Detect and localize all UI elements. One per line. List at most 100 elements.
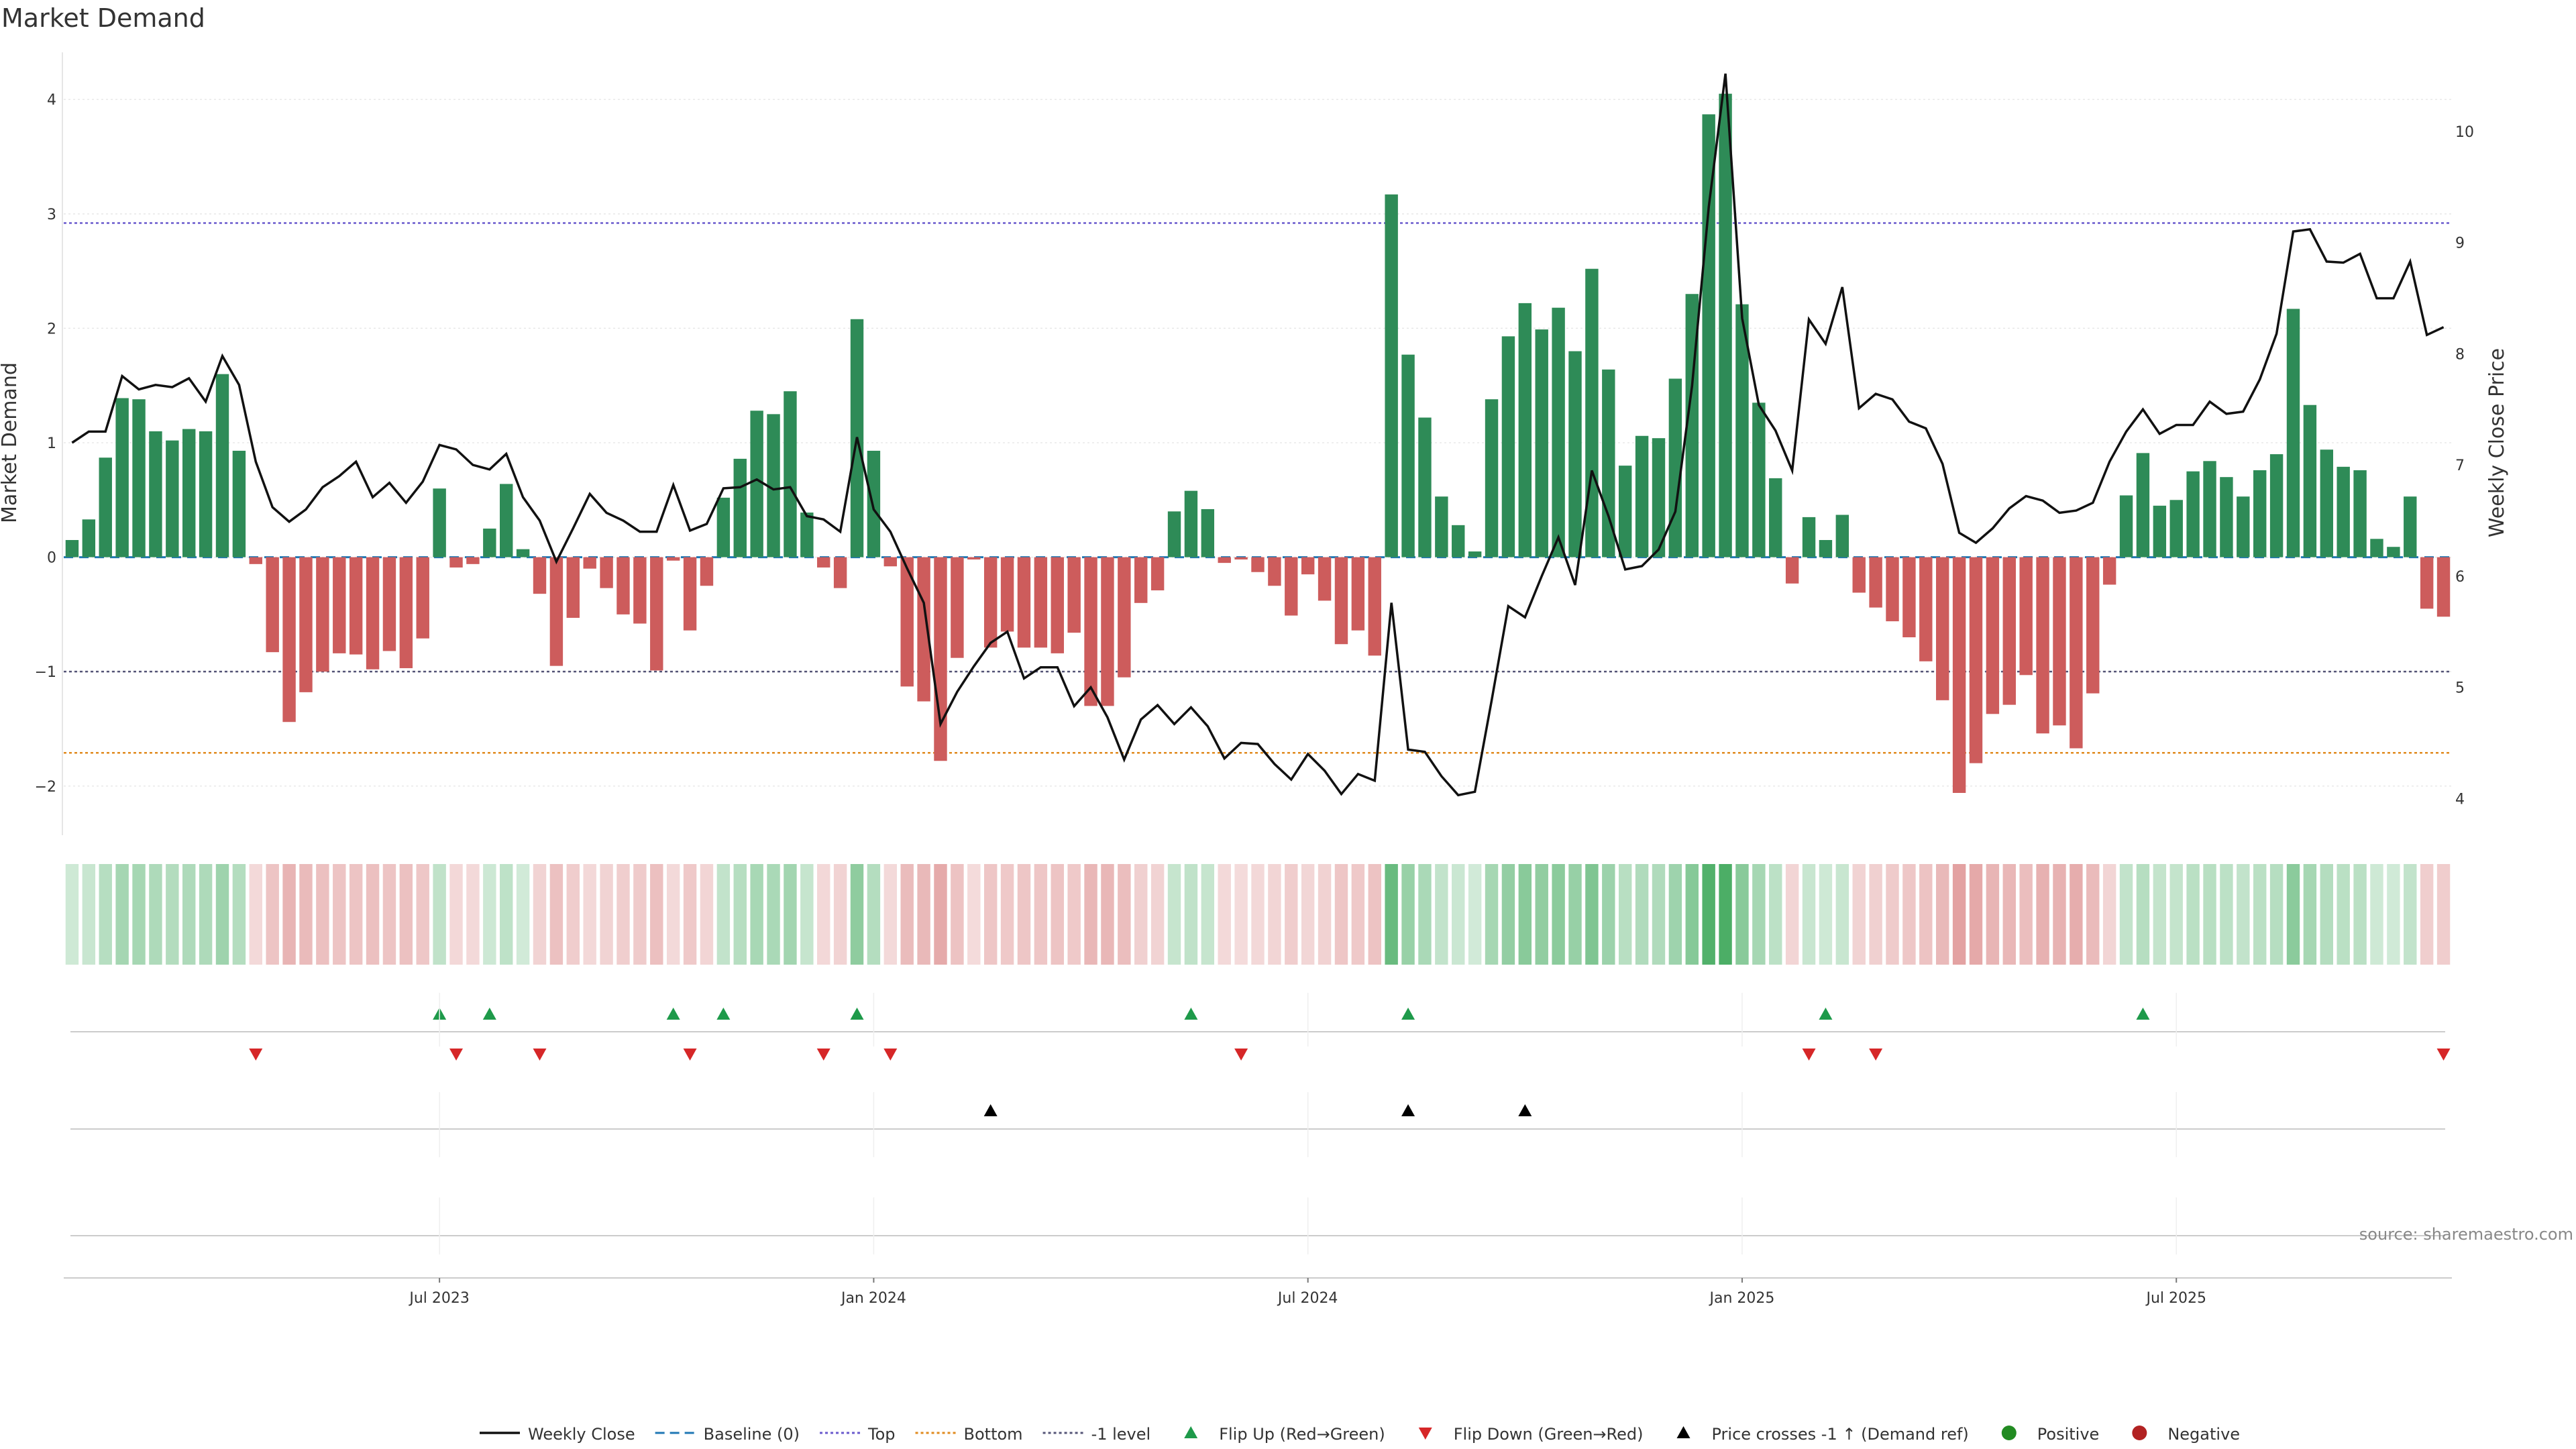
heat-cell [1084, 864, 1097, 965]
demand-bar [867, 450, 881, 557]
right-tick-label: 5 [2455, 680, 2465, 697]
heat-cell [232, 864, 246, 965]
demand-bar [817, 557, 830, 568]
heat-cell [1719, 864, 1732, 965]
legend: Weekly Close Baseline (0) Top Bottom -1 leve… [480, 1425, 2240, 1444]
demand-bar [1986, 557, 2000, 714]
demand-bar [1418, 417, 1432, 557]
demand-bar [750, 411, 763, 557]
left-axis-ticks: −2 −1 0 1 2 3 4 [35, 92, 56, 796]
flip-down-marker [449, 1049, 464, 1061]
heat-cell [1301, 864, 1315, 965]
demand-bar [2070, 557, 2083, 749]
heat-cell [716, 864, 731, 965]
flip-up-marker [1401, 1008, 1415, 1020]
heat-cell [1285, 864, 1298, 965]
legend-label: Positive [2037, 1425, 2100, 1444]
flip-up-marker [850, 1008, 864, 1020]
heat-cell [917, 864, 930, 965]
demand-bar [1902, 557, 1916, 637]
flip-up-marker [482, 1008, 496, 1020]
demand-bar [1585, 268, 1599, 557]
heat-cell [1752, 864, 1766, 965]
price-cross-marker [1518, 1104, 1532, 1116]
demand-bar [2053, 557, 2066, 726]
demand-bar [2370, 539, 2383, 557]
legend-label: Price crosses -1 ↑ (Demand ref) [1712, 1425, 1969, 1444]
heat-cell [767, 864, 780, 965]
demand-bar [600, 557, 613, 588]
demand-bar [733, 458, 747, 557]
demand-bar [1552, 307, 1565, 557]
demand-bar [767, 414, 780, 557]
demand-bar [1134, 557, 1148, 603]
x-tick-label: Jan 2024 [840, 1290, 906, 1307]
demand-bar [2203, 461, 2216, 557]
heat-cell [1518, 864, 1532, 965]
heat-cell [199, 864, 213, 965]
demand-bar [2253, 470, 2267, 557]
heat-cell [1986, 864, 2000, 965]
demand-bar [566, 557, 580, 618]
heat-cell [549, 864, 564, 965]
heat-cell [299, 864, 313, 965]
demand-bar [382, 557, 396, 651]
demand-bar [349, 557, 363, 655]
demand-bar [967, 557, 981, 559]
demand-bar [616, 557, 630, 614]
legend-item: -1 level [1042, 1425, 1150, 1444]
right-tick-label: 7 [2455, 458, 2465, 474]
heat-cell [500, 864, 513, 965]
heat-cell [1652, 864, 1666, 965]
left-tick-label: 0 [47, 550, 56, 567]
demand-bar [2019, 557, 2033, 676]
demand-bar [399, 557, 413, 669]
heat-cell [566, 864, 580, 965]
demand-bar [2102, 557, 2116, 585]
heat-cell [2036, 864, 2049, 965]
demand-bar [115, 398, 129, 557]
heat-cell [883, 864, 898, 965]
heat-cell [800, 864, 814, 965]
heat-cell [1067, 864, 1081, 965]
demand-bar [633, 557, 647, 624]
demand-bar [1919, 557, 1933, 661]
demand-bar [299, 557, 313, 692]
heat-cell [433, 864, 446, 965]
x-axis-ticks: Jul 2023 Jan 2024 Jul 2024 Jan 2025 Jul 2025 [408, 1278, 2206, 1307]
heat-cell [182, 864, 196, 965]
heat-cell [316, 864, 329, 965]
demand-bar [1167, 511, 1181, 557]
demand-bar [2136, 453, 2150, 557]
demand-bar [1568, 351, 1582, 557]
heat-cell [833, 864, 847, 965]
flip-down-marker [1234, 1049, 1248, 1061]
heat-cell [483, 864, 496, 965]
heat-cell [1167, 864, 1181, 965]
heat-cell [1051, 864, 1064, 965]
demand-bar [2153, 505, 2167, 557]
flip-up-marker [666, 1008, 680, 1020]
heat-cell [1769, 864, 1782, 965]
heat-cell [700, 864, 714, 965]
heat-cell [466, 864, 480, 965]
demand-bar [466, 557, 480, 564]
demand-bar [199, 431, 213, 557]
left-tick-label: 3 [47, 207, 56, 223]
demand-bar [1234, 557, 1248, 559]
heat-cell [1418, 864, 1432, 965]
demand-bar [1635, 435, 1649, 557]
heat-cell [1218, 864, 1231, 965]
right-axis-ticks: 4 5 6 7 8 9 10 [2455, 124, 2474, 808]
heat-cell [1184, 864, 1198, 965]
demand-bar [1067, 557, 1081, 633]
heat-cell [867, 864, 881, 965]
flip-up-marker [1184, 1008, 1198, 1020]
demand-bar [366, 557, 380, 669]
demand-bar [416, 557, 429, 639]
x-tick-label: Jul 2024 [1277, 1290, 1338, 1307]
heat-cell [1334, 864, 1348, 965]
heat-cell [1969, 864, 1983, 965]
heat-cell [2153, 864, 2167, 965]
legend-label: Flip Up (Red→Green) [1219, 1425, 1385, 1444]
